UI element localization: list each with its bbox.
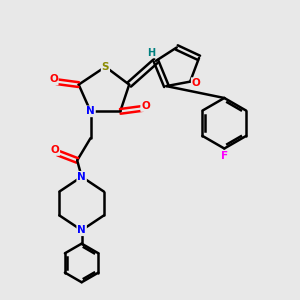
- Text: O: O: [49, 74, 58, 84]
- Text: F: F: [221, 151, 228, 161]
- Text: H: H: [147, 47, 155, 58]
- Text: N: N: [86, 106, 95, 116]
- Text: O: O: [50, 145, 59, 155]
- Text: N: N: [77, 172, 86, 182]
- Text: S: S: [102, 62, 109, 72]
- Text: N: N: [77, 225, 86, 235]
- Text: O: O: [192, 78, 200, 88]
- Text: O: O: [141, 101, 150, 111]
